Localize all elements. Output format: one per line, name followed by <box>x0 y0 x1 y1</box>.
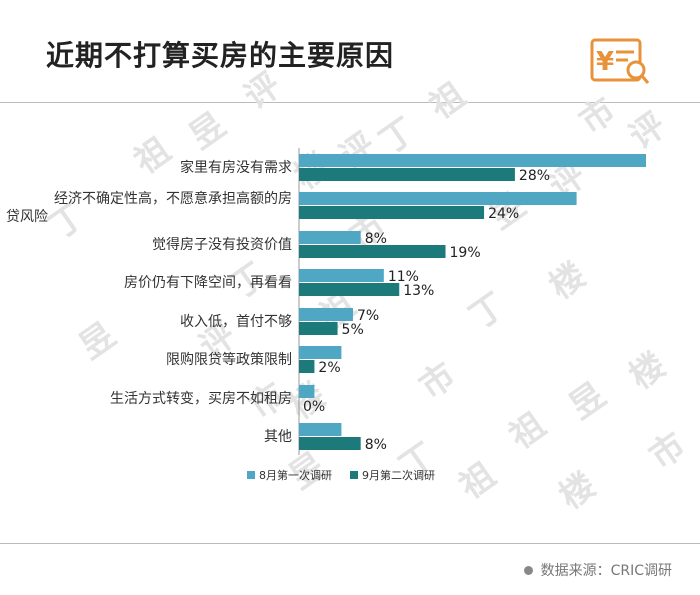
watermark-glyph: 丁 <box>462 285 513 337</box>
category-label: 收入低，首付不够 <box>180 314 292 330</box>
bar-series-2 <box>299 437 361 450</box>
bar-series-1 <box>299 269 384 282</box>
data-label: 0% <box>303 399 325 415</box>
watermark-glyph: 昱 <box>72 315 123 367</box>
data-label: 7% <box>357 308 379 324</box>
source-text: 数据来源：CRIC调研 <box>540 563 672 579</box>
category-label: 限购限贷等政策限制 <box>166 351 292 368</box>
category-label: 生活方式转变，买房不如租房 <box>110 391 292 407</box>
bar-series-2 <box>299 206 485 219</box>
bar-series-1 <box>299 385 315 398</box>
watermark-glyph: 楼 <box>552 465 603 517</box>
watermark-glyph: 楼 <box>622 345 673 397</box>
legend-label: 9月第二次调研 <box>362 468 435 482</box>
top-divider <box>0 102 700 103</box>
watermark-glyph: 市 <box>572 90 623 142</box>
watermark-glyph: 祖 <box>422 75 473 127</box>
legend: 8月第一次调研 9月第二次调研 <box>247 468 435 482</box>
bar-series-1 <box>299 192 577 205</box>
watermark-glyph: 昱 <box>182 105 233 157</box>
bar-series-2 <box>299 322 338 335</box>
finance-report-icon: ¥ <box>590 38 650 84</box>
watermark-glyph: 楼 <box>542 255 593 307</box>
category-label: 其他 <box>264 429 292 445</box>
data-label: 8% <box>365 437 387 453</box>
category-label: 觉得房子没有投资价值 <box>152 236 292 253</box>
watermark-glyph: 祖 <box>452 455 503 507</box>
bar-series-2 <box>299 245 446 258</box>
data-label: 8% <box>365 231 387 247</box>
watermark-glyph: 评 <box>622 105 673 157</box>
svg-text:¥: ¥ <box>596 47 614 77</box>
bar-series-2 <box>299 283 400 296</box>
bar-series-1 <box>299 423 342 436</box>
bar-series-1 <box>299 231 361 244</box>
watermark-glyph: 市 <box>412 355 463 407</box>
bullet-dot-icon <box>523 565 533 575</box>
data-label: 24% <box>488 206 519 222</box>
data-label: 2% <box>318 360 340 376</box>
bar-series-2 <box>299 360 315 373</box>
data-label: 5% <box>342 322 364 338</box>
bar-series-2 <box>299 168 515 181</box>
data-label: 19% <box>450 245 481 261</box>
watermark-glyph: 祖 <box>502 405 553 457</box>
bar-series-1 <box>299 346 342 359</box>
source-note: 数据来源：CRIC调研 <box>523 560 672 580</box>
category-label: 房价仍有下降空间，再看看 <box>124 275 292 291</box>
watermark-glyph: 祖 <box>127 130 178 182</box>
legend-swatch <box>247 471 255 479</box>
data-label: 13% <box>403 283 434 299</box>
category-label: 经济不确定性高，不愿意承担高额的房贷风险 <box>6 190 292 225</box>
bar-series-1 <box>299 308 353 321</box>
bar-series-1 <box>299 154 646 167</box>
watermark-glyph: 市 <box>642 425 693 477</box>
watermark-glyph: 评 <box>237 65 288 117</box>
legend-label: 8月第一次调研 <box>259 468 332 482</box>
watermark-glyph: 昱 <box>562 375 613 427</box>
plot-area: 家里有房没有需求 28% 经济不确定性高，不愿意承担高额的房贷风险 24% 觉得房子没有… <box>6 148 646 455</box>
page-title: 近期不打算买房的主要原因 <box>46 39 395 72</box>
legend-swatch <box>350 471 358 479</box>
data-label: 28% <box>519 168 550 184</box>
category-label: 家里有房没有需求 <box>180 159 292 176</box>
bottom-divider <box>0 543 700 544</box>
bar-chart: 丁祖昱评楼市丁祖昱评楼市丁祖昱评楼市丁祖昱评楼市丁祖昱评楼市 家里有房没有需求2… <box>6 65 693 517</box>
data-label: 11% <box>388 269 419 285</box>
